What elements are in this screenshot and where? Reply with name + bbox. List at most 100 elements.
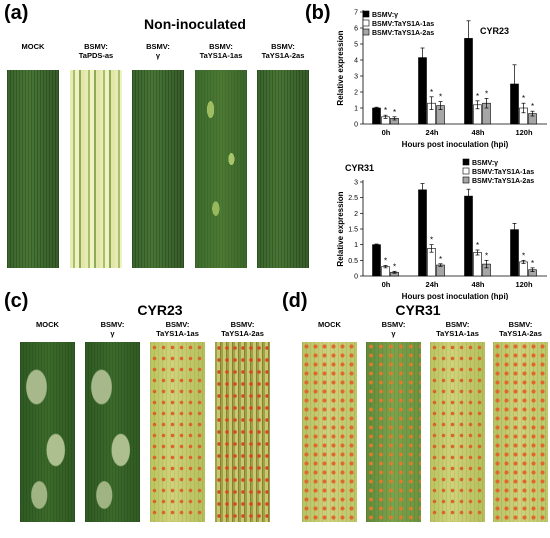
panel-a-title: Non-inoculated: [144, 16, 246, 32]
panel-a-leaf-image-2: [70, 70, 122, 268]
legend-label: BSMV:TaYS1A-2as: [472, 178, 534, 185]
y-tick-label: 0: [354, 274, 358, 281]
y-tick-label: 2.5: [348, 195, 358, 202]
bar: [473, 252, 482, 277]
y-tick-label: 0: [354, 122, 358, 129]
panel-a-label-5: BSMV: TaYS1A-2as: [261, 42, 305, 60]
significance-star: *: [476, 92, 479, 101]
panel-a-label-2: BSMV: TaPDS-as: [78, 42, 114, 60]
significance-star: *: [476, 241, 479, 250]
legend-label: BSMV:TaYS1A-1as: [372, 21, 434, 28]
y-tick-label: 1.5: [348, 227, 358, 234]
panel-d-label-1: MOCK: [318, 320, 341, 329]
bar: [436, 264, 445, 277]
panel-d-label-2: BSMV: γ: [381, 320, 406, 338]
y-tick-label: 3: [354, 74, 358, 81]
significance-star: *: [430, 236, 433, 245]
x-tick-label: 0h: [382, 128, 391, 137]
bar: [372, 244, 381, 277]
x-tick-label: 48h: [472, 280, 485, 289]
significance-star: *: [531, 102, 534, 111]
y-tick-label: 4: [354, 58, 358, 65]
y-tick-label: 6: [354, 26, 358, 33]
panel-a-label-1: MOCK: [21, 42, 45, 51]
y-axis-label: Relative expression: [336, 191, 345, 266]
chart-title: CYR31: [345, 163, 374, 173]
bar: [519, 261, 528, 277]
bar: [510, 229, 519, 277]
x-tick-label: 48h: [472, 128, 485, 137]
panel-c-leaf-image-3: [150, 342, 205, 522]
panel-a-label-4: BSMV: TaYS1A-1as: [199, 42, 243, 60]
bar: [418, 57, 427, 125]
x-axis-label: Hours post inoculation (hpi): [402, 292, 509, 300]
panel-c-title: CYR23: [137, 302, 183, 318]
legend-swatch: [462, 167, 470, 175]
panel-a-letter: (a): [4, 2, 29, 24]
significance-star: *: [384, 106, 387, 115]
significance-star: *: [531, 259, 534, 268]
panel-c-label-4: BSMV: TaYS1A-2as: [221, 320, 264, 338]
significance-star: *: [430, 88, 433, 97]
x-tick-label: 120h: [515, 280, 533, 289]
panel-a-label-3: BSMV: γ: [146, 42, 170, 60]
panel-c-leaf-image-2: [85, 342, 140, 522]
panel-d-leaf-image-2: [366, 342, 421, 522]
significance-star: *: [522, 94, 525, 103]
panel-c-letter: (c): [4, 290, 29, 312]
x-tick-label: 24h: [426, 280, 439, 289]
bar: [372, 107, 381, 125]
x-tick-label: 0h: [382, 280, 391, 289]
y-tick-label: 0.5: [348, 258, 358, 265]
panel-a-leaf-image-5: [257, 70, 309, 268]
y-tick-label: 2: [354, 211, 358, 218]
x-axis-label: Hours post inoculation (hpi): [402, 140, 509, 149]
significance-star: *: [384, 256, 387, 265]
chart-cyr23: 0 1 2 3 4 5 6 7 Relative expression Hours post in…: [336, 10, 547, 149]
panel-d-title: CYR31: [395, 302, 441, 318]
panel-c-leaf-image-1: [20, 342, 75, 522]
significance-star: *: [485, 89, 488, 98]
legend-swatch: [362, 10, 370, 18]
panel-c-label-3: BSMV: TaYS1A-1as: [156, 320, 199, 338]
bar: [464, 195, 473, 277]
legend-label: BSMV:γ: [372, 12, 398, 19]
significance-star: *: [485, 251, 488, 260]
y-tick-label: 1: [354, 242, 358, 249]
legend-swatch: [362, 28, 370, 36]
panel-a-leaf-image-3: [132, 70, 184, 268]
bar: [427, 248, 436, 277]
y-tick-label: 3: [354, 180, 358, 187]
panel-d-letter: (d): [282, 290, 308, 312]
y-axis-label: Relative expression: [336, 30, 345, 105]
panel-b-letter: (b): [305, 2, 331, 24]
legend-label: BSMV:TaYS1A-1as: [472, 169, 534, 176]
panel-c-label-1: MOCK: [36, 320, 59, 329]
legend-label: BSMV:TaYS1A-2as: [372, 30, 434, 37]
y-tick-label: 7: [354, 10, 358, 17]
panel-c-label-2: BSMV: γ: [100, 320, 125, 338]
panel-d-leaf-image-3: [430, 342, 485, 522]
panel-d-label-4: BSMV: TaYS1A-2as: [499, 320, 542, 338]
y-tick-label: 1: [354, 106, 358, 113]
y-tick-label: 5: [354, 42, 358, 49]
legend-swatch: [462, 176, 470, 184]
significance-star: *: [522, 251, 525, 260]
panel-c-leaf-image-4: [215, 342, 270, 522]
significance-star: *: [393, 108, 396, 117]
bar: [418, 189, 427, 277]
y-tick-label: 2: [354, 90, 358, 97]
legend-label: BSMV:γ: [472, 160, 498, 167]
panel-a-leaf-image-1: [7, 70, 59, 268]
significance-star: *: [439, 93, 442, 102]
legend-swatch: [462, 158, 470, 166]
chart-cyr31: 0 0.5 1 1.5 2 2.5 3 Relative expression Hours po…: [336, 158, 547, 300]
panel-d-label-3: BSMV: TaYS1A-1as: [436, 320, 479, 338]
panel-d-leaf-image-4: [493, 342, 548, 522]
significance-star: *: [393, 262, 396, 271]
legend-swatch: [362, 19, 370, 27]
x-tick-label: 120h: [515, 128, 533, 137]
panel-d-leaf-image-1: [302, 342, 357, 522]
significance-star: *: [439, 255, 442, 264]
x-tick-label: 24h: [426, 128, 439, 137]
